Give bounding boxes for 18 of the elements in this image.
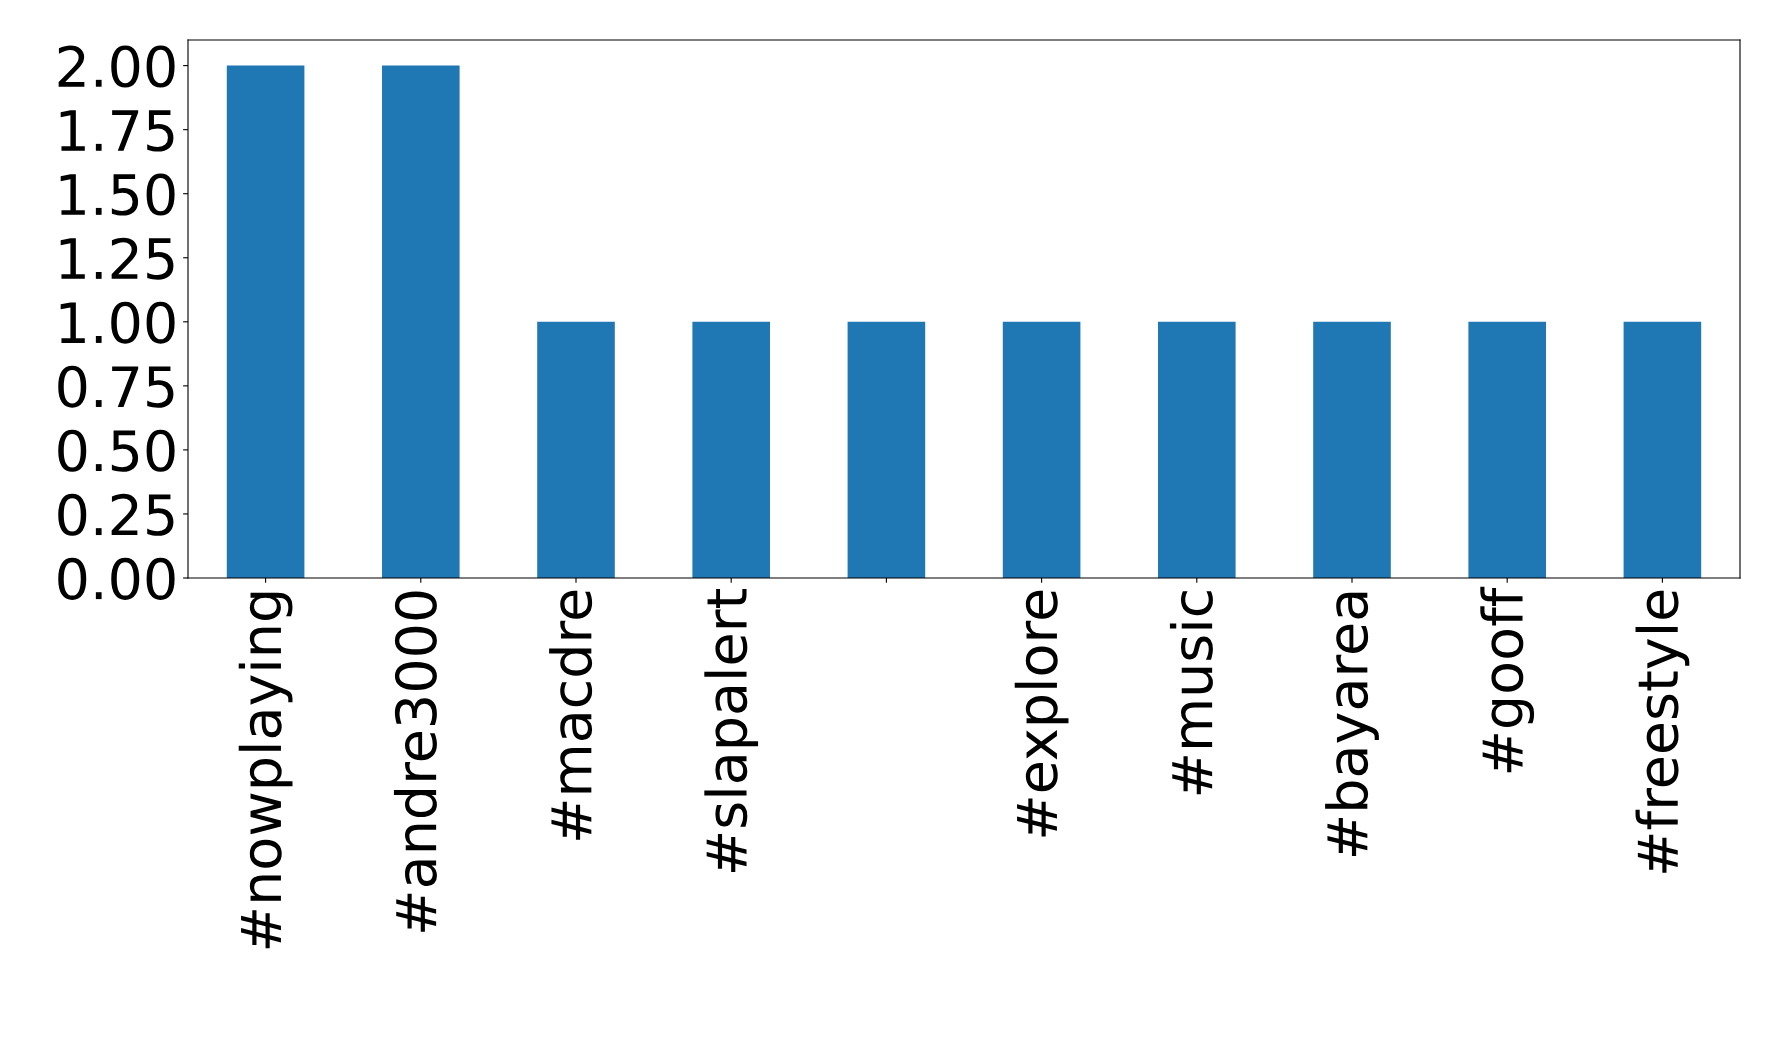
x-tick-label: #explore bbox=[1014, 590, 1069, 837]
y-tick-label: 0.75 bbox=[58, 365, 174, 408]
y-tick-label: 1.50 bbox=[60, 173, 175, 216]
y-tick-label: 0.00 bbox=[58, 557, 175, 600]
x-tick-label: #music bbox=[1169, 591, 1213, 795]
x-tick-label: #gooff bbox=[1480, 586, 1535, 773]
y-tick-label: 0.50 bbox=[58, 429, 175, 472]
x-tick-label: #slapalert bbox=[704, 589, 759, 872]
x-tick-label: #bayarea bbox=[1325, 592, 1379, 857]
y-tick-label: 0.25 bbox=[58, 493, 174, 536]
x-tick-label: #andre3000 bbox=[393, 591, 437, 932]
y-tick-label: 1.75 bbox=[60, 110, 174, 152]
x-tick-label: #freestyle bbox=[1635, 590, 1690, 873]
y-tick-label: 1.25 bbox=[60, 237, 174, 280]
y-tick-label: 2.00 bbox=[58, 45, 175, 88]
y-tick-label: 1.00 bbox=[60, 301, 175, 344]
x-tick-label: #macdre bbox=[549, 590, 593, 840]
x-tick-label: #nowplaying bbox=[238, 592, 293, 949]
